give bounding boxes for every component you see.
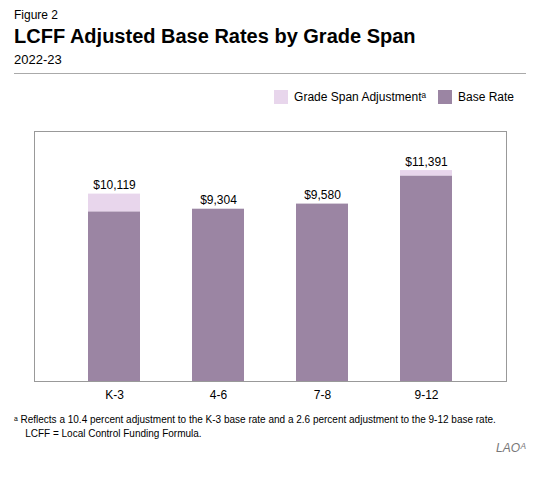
svg-text:$10,119: $10,119 [93,178,136,192]
html-text:LCFF = Local Control Funding F: LCFF = Local Control Funding Formula. [14,428,202,439]
svg-text:$9,580: $9,580 [304,188,341,202]
svg-text:4-6: 4-6 [210,388,228,402]
svg-text:7-8: 7-8 [314,388,332,402]
html-text:Grade Span Adjustmentᵃ: Grade Span Adjustmentᵃ [294,89,426,104]
svg-text:$11,391: $11,391 [405,155,448,169]
html-text:Base Rate: Base Rate [458,89,514,104]
html-text:LAOᴬ: LAOᴬ [496,441,526,455]
html-text:Figure 2: Figure 2 [14,8,58,22]
html-text:2022-23: 2022-23 [14,52,62,67]
svg-text:$9,304: $9,304 [200,193,237,207]
svg-text:K-3: K-3 [105,388,124,402]
svg-text:9-12: 9-12 [414,388,438,402]
html-text:ᵃ Reflects a 10.4 percent adju: ᵃ Reflects a 10.4 percent adjustment to … [14,414,496,425]
html-text:LCFF Adjusted Base Rates by Gr: LCFF Adjusted Base Rates by Grade Span [14,25,416,47]
